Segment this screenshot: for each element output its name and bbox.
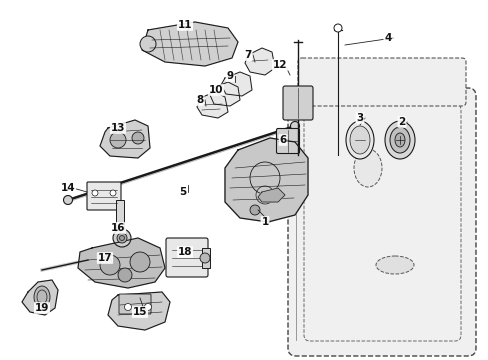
Circle shape [132,132,143,144]
Circle shape [113,229,131,247]
Text: 3: 3 [356,113,363,123]
Text: 9: 9 [226,71,233,81]
Ellipse shape [375,256,413,274]
Circle shape [110,132,126,148]
Polygon shape [221,72,251,96]
Text: 7: 7 [244,50,251,60]
Circle shape [110,190,116,196]
Text: 14: 14 [61,183,75,193]
Circle shape [130,252,150,272]
FancyBboxPatch shape [283,86,312,120]
Circle shape [290,122,299,130]
Polygon shape [258,188,285,202]
Polygon shape [209,82,240,106]
Bar [116,200,124,240]
Polygon shape [108,292,170,330]
Circle shape [63,195,72,204]
Polygon shape [142,22,238,66]
Text: 15: 15 [132,307,147,317]
Text: 1: 1 [261,217,268,227]
Circle shape [144,303,151,310]
Ellipse shape [346,121,373,159]
Ellipse shape [34,286,50,308]
Text: 8: 8 [196,95,203,105]
FancyBboxPatch shape [119,294,151,314]
Polygon shape [224,138,307,222]
Circle shape [124,303,131,310]
FancyBboxPatch shape [287,88,475,356]
Polygon shape [244,48,274,75]
Circle shape [118,268,132,282]
Circle shape [100,255,120,275]
Polygon shape [78,238,164,288]
Text: 18: 18 [177,247,192,257]
Text: 11: 11 [177,20,192,30]
Polygon shape [100,120,150,158]
Text: 4: 4 [384,33,391,43]
Ellipse shape [394,133,404,147]
Ellipse shape [384,121,414,159]
FancyBboxPatch shape [297,58,465,106]
Polygon shape [22,280,58,315]
Text: 2: 2 [398,117,405,127]
Circle shape [140,36,156,52]
Circle shape [92,190,98,196]
FancyBboxPatch shape [276,129,299,153]
Circle shape [333,24,341,32]
Text: 17: 17 [98,253,112,263]
Text: 13: 13 [110,123,125,133]
Ellipse shape [389,127,409,153]
Text: 10: 10 [208,85,223,95]
Polygon shape [197,92,227,118]
FancyBboxPatch shape [87,182,121,210]
Circle shape [249,205,260,215]
Circle shape [119,235,124,240]
FancyBboxPatch shape [165,238,207,277]
Ellipse shape [353,149,381,187]
Circle shape [200,253,209,263]
Text: 6: 6 [279,135,286,145]
Circle shape [117,233,127,243]
Bar [202,248,209,268]
Text: 5: 5 [179,187,186,197]
Text: 19: 19 [35,303,49,313]
Ellipse shape [349,126,369,154]
Text: 12: 12 [272,60,286,70]
Text: 16: 16 [110,223,125,233]
